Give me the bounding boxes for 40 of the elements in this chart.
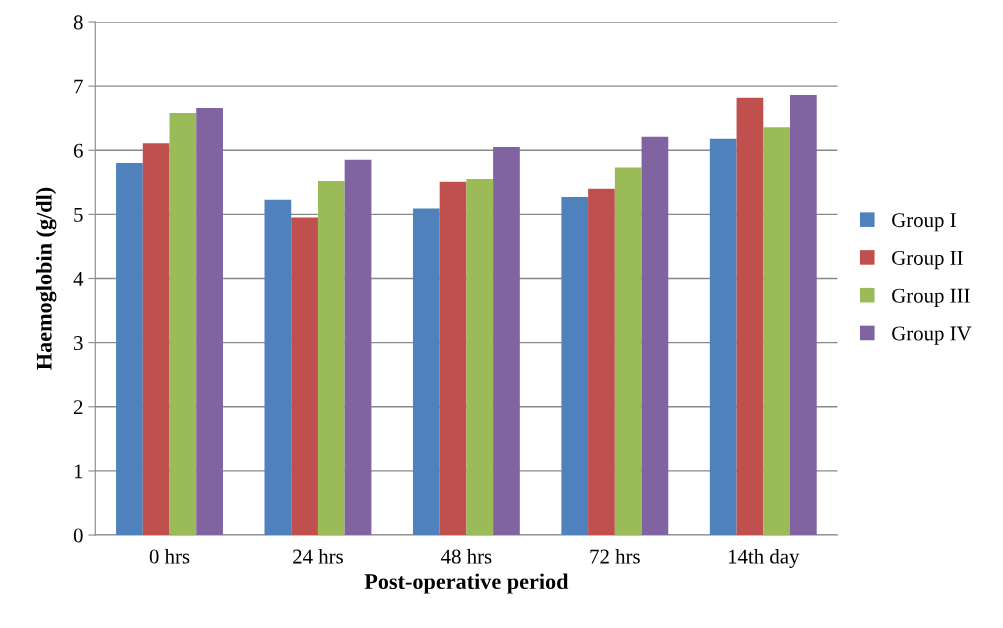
bar <box>641 136 669 536</box>
bar <box>344 159 372 536</box>
bar <box>493 147 520 536</box>
x-tick-label: 48 hrs <box>441 548 492 564</box>
legend-label: Group II <box>892 250 963 270</box>
bar <box>169 113 197 536</box>
bar <box>614 167 642 536</box>
y-tick-label: 4 <box>73 272 84 286</box>
bar <box>116 163 143 536</box>
legend-label: Group IV <box>892 326 972 345</box>
y-tick-label: 0 <box>73 528 83 543</box>
y-tick-label: 2 <box>73 400 83 415</box>
x-tick-label: 0 hrs <box>149 548 190 564</box>
bar <box>317 181 345 536</box>
bar <box>466 179 494 536</box>
y-tick-label: 6 <box>73 143 83 158</box>
legend-label: Group I <box>892 213 956 232</box>
bar <box>709 138 737 536</box>
x-axis-title: Post-operative period <box>364 573 569 594</box>
bar <box>264 199 292 536</box>
bar <box>763 127 790 536</box>
bar <box>196 107 223 536</box>
bar <box>790 95 817 536</box>
y-tick-label: 5 <box>74 207 83 222</box>
bar <box>412 208 440 536</box>
bar <box>588 188 615 536</box>
bar <box>142 143 170 536</box>
x-tick-label: 14th day <box>728 548 800 568</box>
x-tick-label: 72 hrs <box>590 548 640 564</box>
bar <box>291 217 318 536</box>
y-tick-label: 3 <box>74 336 83 351</box>
y-tick-label: 7 <box>74 79 83 94</box>
x-tick-label: 24 hrs <box>293 548 343 564</box>
bar <box>561 197 589 536</box>
y-tick-label: 8 <box>73 15 83 30</box>
legend-label: Group III <box>892 288 970 307</box>
bar <box>736 97 764 536</box>
bar <box>439 181 467 536</box>
y-tick-label: 1 <box>74 464 83 479</box>
y-axis-title: Haemoglobin (g/dl) <box>36 187 57 370</box>
